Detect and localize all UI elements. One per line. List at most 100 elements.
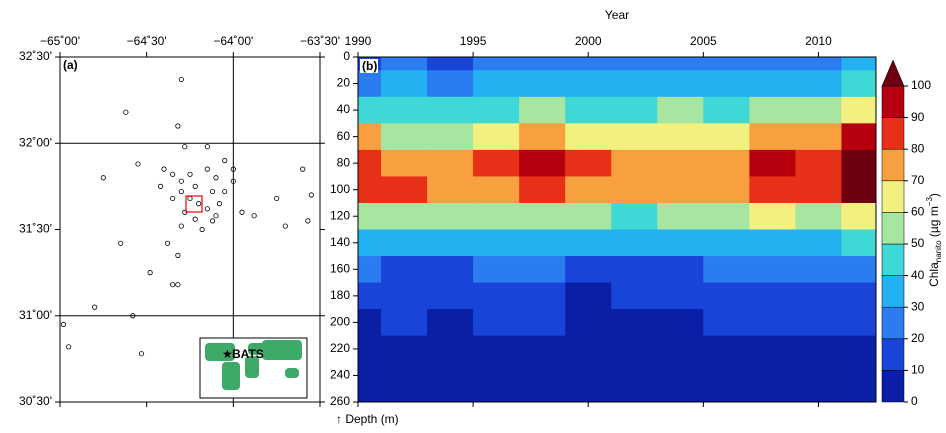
heat-cell bbox=[519, 123, 566, 151]
colorbar-tick-label: 60 bbox=[911, 205, 925, 219]
heat-cell bbox=[427, 229, 474, 257]
heat-cell bbox=[519, 282, 566, 310]
heat-cell bbox=[611, 388, 658, 402]
station-point bbox=[216, 201, 223, 207]
y-tick-label: 220 bbox=[330, 341, 350, 355]
inset-land bbox=[205, 343, 235, 361]
cells bbox=[358, 57, 876, 402]
inset-land bbox=[262, 340, 302, 360]
heat-cell bbox=[749, 149, 796, 177]
station-point bbox=[239, 209, 245, 215]
heat-cell bbox=[565, 282, 612, 310]
heat-cell bbox=[657, 149, 704, 177]
colorbar-title-part: (µg m bbox=[927, 206, 941, 240]
station-point bbox=[222, 188, 228, 195]
heat-cell bbox=[841, 96, 876, 124]
heat-cell bbox=[657, 388, 704, 402]
station-point bbox=[251, 213, 257, 219]
station-point bbox=[170, 195, 176, 202]
heat-cell bbox=[427, 57, 474, 71]
heat-cell bbox=[565, 202, 612, 230]
y-tick-label: 120 bbox=[330, 208, 350, 222]
y-tick-label: 200 bbox=[330, 315, 350, 329]
heat-cell bbox=[381, 176, 428, 204]
heat-cell bbox=[427, 362, 474, 390]
y-tick-label: 80 bbox=[337, 155, 351, 169]
station-point bbox=[308, 192, 314, 198]
heat-cell bbox=[565, 123, 612, 151]
heat-cell bbox=[841, 202, 876, 230]
heat-cell bbox=[427, 256, 474, 284]
station-point bbox=[170, 171, 176, 177]
heat-cell bbox=[381, 309, 428, 337]
y-tick-label: 100 bbox=[330, 182, 350, 196]
y-tick-label: 60 bbox=[337, 129, 351, 143]
heat-cell bbox=[381, 282, 428, 310]
heat-cell bbox=[427, 335, 474, 363]
heat-cell bbox=[565, 57, 612, 71]
station-point bbox=[187, 171, 193, 177]
station-point bbox=[164, 240, 171, 246]
heat-cell bbox=[519, 229, 566, 257]
heat-cell bbox=[703, 229, 750, 257]
heat-cell bbox=[565, 256, 612, 284]
heat-cell bbox=[749, 362, 796, 390]
heat-cell bbox=[657, 70, 704, 98]
heat-cell bbox=[749, 96, 796, 124]
colorbar-segment bbox=[881, 370, 905, 403]
station-point bbox=[147, 270, 153, 276]
heat-cell bbox=[473, 57, 520, 71]
heat-cell bbox=[657, 202, 704, 230]
colorbar-tick-label: 30 bbox=[911, 299, 925, 313]
y-tick-label: 140 bbox=[330, 235, 350, 249]
heat-cell bbox=[381, 70, 428, 98]
colorbar-title-part: nanito bbox=[934, 240, 943, 262]
station-point bbox=[178, 188, 184, 195]
heat-cell bbox=[358, 362, 382, 390]
heat-cell bbox=[611, 96, 658, 124]
heat-cell bbox=[565, 96, 612, 124]
heat-cell bbox=[611, 229, 658, 257]
station-point bbox=[196, 201, 202, 207]
heat-cell bbox=[358, 176, 382, 204]
heat-cell bbox=[381, 57, 428, 71]
heat-cell bbox=[473, 202, 520, 230]
heat-cell bbox=[749, 229, 796, 257]
heat-cell bbox=[611, 256, 658, 284]
bats-box bbox=[185, 195, 203, 213]
station-point bbox=[92, 304, 98, 310]
colorbar-segment bbox=[881, 148, 905, 182]
station-point bbox=[175, 123, 181, 129]
heat-cell bbox=[841, 57, 876, 71]
station-point bbox=[204, 144, 210, 150]
heat-cell bbox=[611, 176, 658, 204]
heat-cell bbox=[427, 149, 474, 177]
inset-land bbox=[285, 368, 299, 378]
heat-cell bbox=[703, 70, 750, 98]
heat-cell bbox=[473, 388, 520, 402]
y-tick-label: 180 bbox=[330, 288, 350, 302]
heat-cell bbox=[519, 57, 566, 71]
map-panel: −65˚00' −64˚30' −64˚00' −63˚30' 30˚30' 31˚00'… bbox=[19, 34, 340, 408]
heat-cell bbox=[519, 96, 566, 124]
heat-cell bbox=[657, 229, 704, 257]
heat-cell bbox=[565, 149, 612, 177]
station-point bbox=[175, 282, 181, 288]
bats-star: ★ bbox=[222, 347, 233, 361]
colorbar-tick-label: 20 bbox=[911, 331, 925, 345]
y-tick-label: 260 bbox=[330, 394, 350, 408]
heat-cell bbox=[749, 176, 796, 204]
y-tick-label: 0 bbox=[343, 49, 350, 63]
colorbar-segment bbox=[881, 243, 905, 276]
y-tick-label: 20 bbox=[337, 76, 351, 90]
station-point bbox=[170, 282, 176, 288]
heat-cell bbox=[657, 362, 704, 390]
y-axis-title: ↑ Depth (m) bbox=[336, 412, 399, 426]
station-point bbox=[178, 178, 184, 184]
heat-cell bbox=[841, 362, 876, 390]
station-point bbox=[60, 321, 67, 327]
station-point bbox=[204, 206, 210, 212]
x-tick-label: −65˚00' bbox=[40, 34, 80, 48]
colorbar-extend bbox=[881, 59, 905, 87]
